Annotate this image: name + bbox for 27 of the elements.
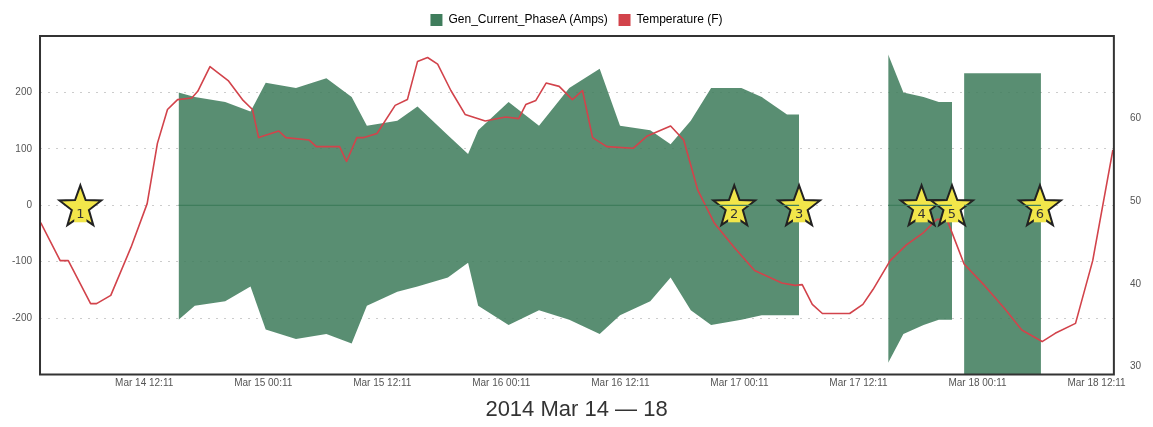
x-tick-label: Mar 14 12:11: [115, 377, 174, 389]
legend-label: Temperature (F): [636, 12, 723, 27]
legend-label: Gen_Current_PhaseA (Amps): [448, 12, 608, 27]
x-tick-label: Mar 15 00:11: [234, 377, 293, 389]
y2-tick-label: 30: [1129, 360, 1142, 372]
y2-tick-label: 60: [1129, 112, 1142, 124]
annotation: 1: [76, 206, 85, 222]
x-tick-label: Mar 15 12:11: [353, 377, 412, 389]
annotation: 2: [730, 206, 739, 222]
y-tick-label: -100: [12, 255, 33, 267]
x-tick-label: Mar 17 00:11: [710, 377, 769, 389]
annotation: 3: [794, 206, 804, 222]
y2-tick-label: 50: [1129, 194, 1142, 206]
x-tick-label: Mar 18 00:11: [948, 377, 1007, 389]
y-tick-label: 0: [26, 199, 33, 211]
y2-tick-label: 40: [1129, 277, 1142, 289]
annotation: 6: [1035, 206, 1045, 222]
y-tick-label: 100: [15, 142, 33, 154]
y-tick-label: -200: [12, 311, 33, 323]
x-tick-label: Mar 18 12:11: [1067, 377, 1127, 389]
x-axis-title: 2014 Mar 14 — 18: [485, 395, 668, 421]
x-tick-label: Mar 16 12:11: [591, 377, 650, 389]
annotation: 4: [917, 206, 926, 222]
y-tick-label: 200: [15, 86, 33, 98]
x-tick-label: Mar 16 00:11: [472, 377, 531, 389]
annotation: 5: [947, 206, 957, 222]
x-tick-label: Mar 17 12:11: [829, 377, 888, 389]
